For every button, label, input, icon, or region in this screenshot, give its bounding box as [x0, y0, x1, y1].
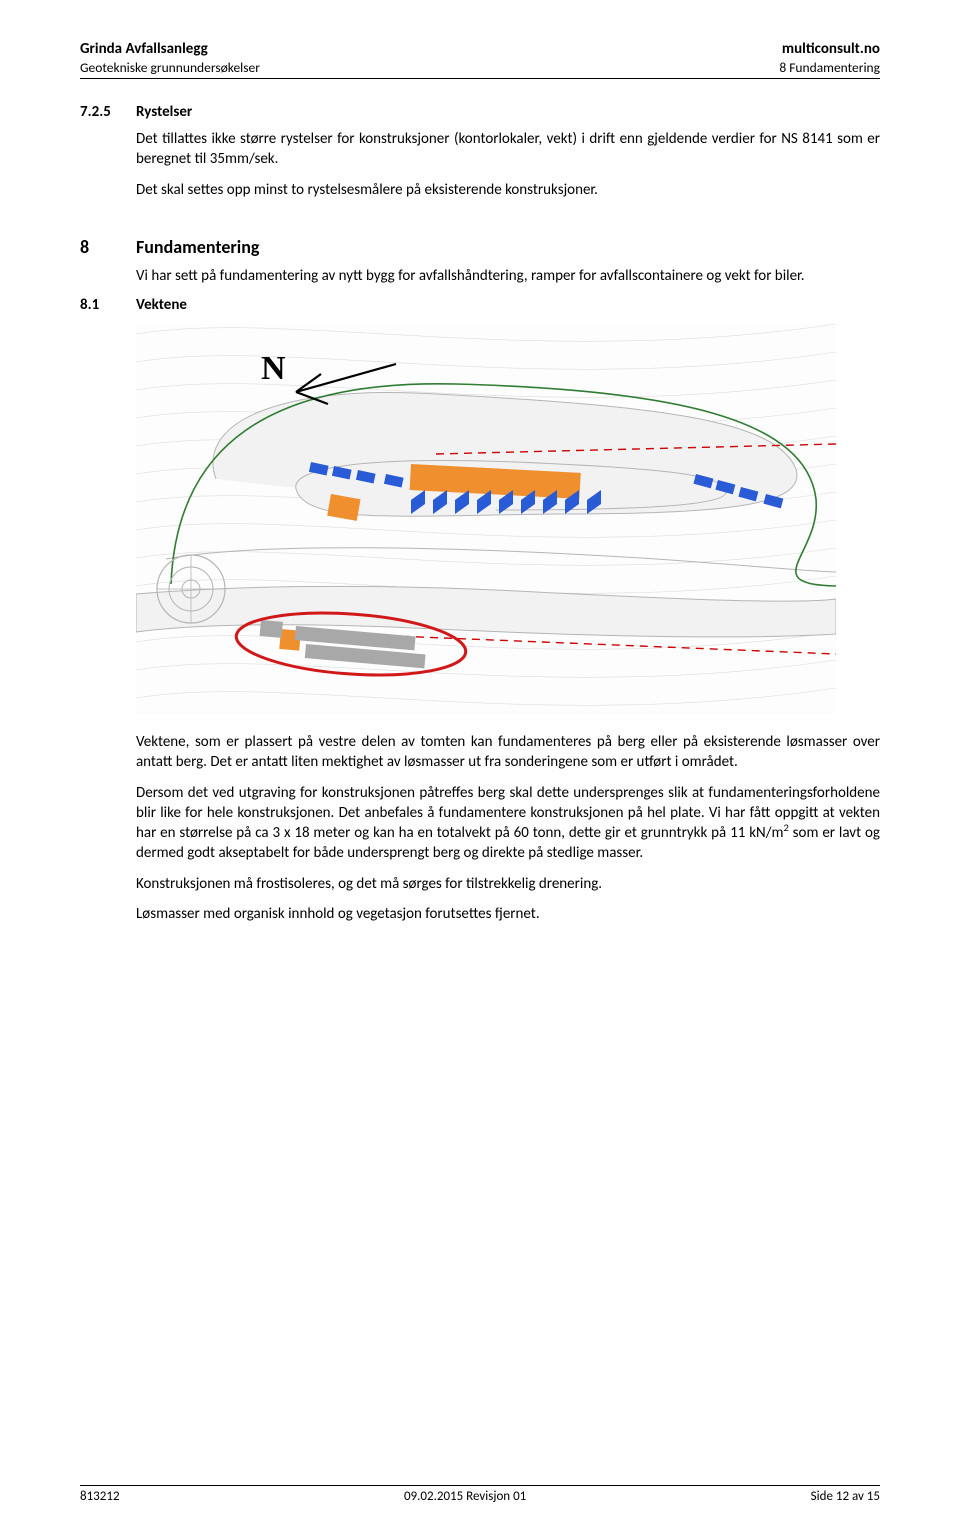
roundabout — [157, 555, 225, 623]
section-title: Rystelser — [136, 103, 192, 121]
site-plan-figure: N — [136, 324, 836, 714]
heading-8-1: 8.1 Vektene — [80, 296, 880, 314]
footer-center: 09.02.2015 Revisjon 01 — [404, 1489, 526, 1504]
paragraph: Det skal settes opp minst to rystelsesmå… — [136, 180, 880, 200]
header-left: Grinda Avfallsanlegg Geotekniske grunnun… — [80, 40, 260, 76]
page-header: Grinda Avfallsanlegg Geotekniske grunnun… — [80, 40, 880, 79]
section-title: Vektene — [136, 296, 187, 314]
page-footer: 813212 09.02.2015 Revisjon 01 Side 12 av… — [80, 1485, 880, 1504]
brand: multiconsult.no — [779, 40, 880, 58]
section-number: 7.2.5 — [80, 103, 136, 121]
section-number: 8.1 — [80, 296, 136, 314]
paragraph: Konstruksjonen må frostisoleres, og det … — [136, 874, 880, 894]
section-number: 8 — [80, 236, 136, 258]
paragraph: Vi har sett på fundamentering av nytt by… — [136, 266, 880, 286]
heading-8: 8 Fundamentering — [80, 236, 880, 258]
road-outline — [136, 392, 836, 636]
paragraph: Vektene, som er plassert på vestre delen… — [136, 732, 880, 773]
body-content: 7.2.5 Rystelser Det tillattes ikke størr… — [80, 103, 880, 924]
text-run: Dersom det ved utgraving for konstruksjo… — [136, 784, 880, 843]
section-title: Fundamentering — [136, 236, 259, 258]
heading-7-2-5: 7.2.5 Rystelser — [80, 103, 880, 121]
footer-right: Side 12 av 15 — [811, 1489, 880, 1504]
paragraph: Dersom det ved utgraving for konstruksjo… — [136, 783, 880, 864]
site-plan-svg: N — [136, 324, 836, 714]
doc-title: Grinda Avfallsanlegg — [80, 40, 260, 58]
footer-left: 813212 — [80, 1489, 120, 1504]
paragraph: Løsmasser med organisk innhold og vegeta… — [136, 904, 880, 924]
doc-subtitle: Geotekniske grunnundersøkelser — [80, 59, 260, 76]
paragraph: Det tillattes ikke større rystelser for … — [136, 129, 880, 170]
header-right: multiconsult.no 8 Fundamentering — [779, 40, 880, 76]
svg-text:N: N — [261, 350, 286, 387]
section-ref: 8 Fundamentering — [779, 59, 880, 76]
